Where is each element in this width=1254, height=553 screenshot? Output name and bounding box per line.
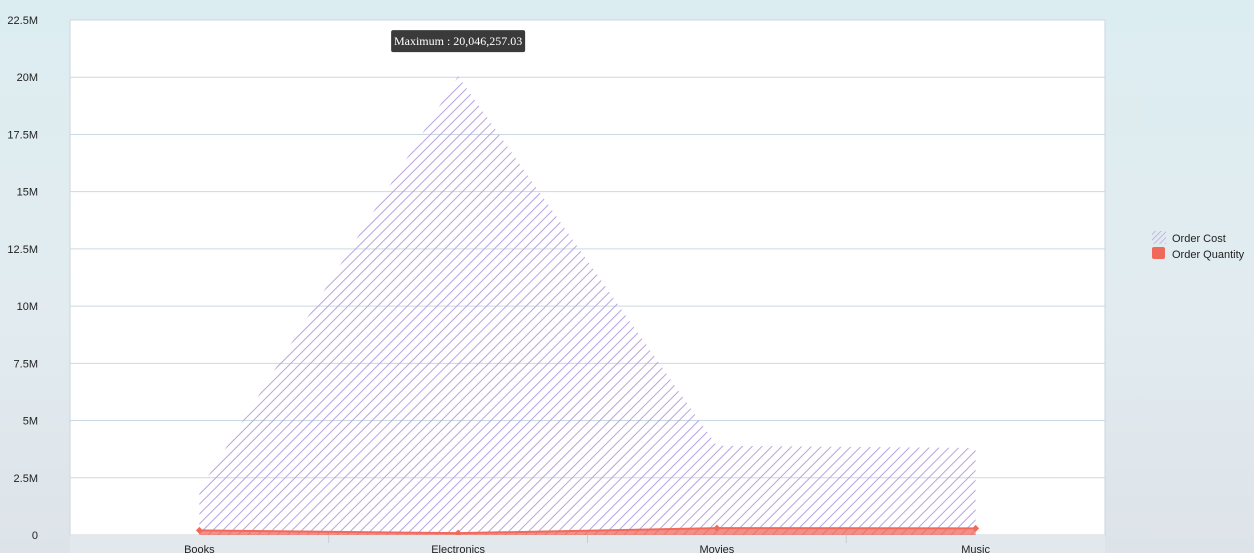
order-quantity-points (195, 524, 980, 537)
y-tick-label: 17.5M (7, 129, 38, 141)
x-axis: Books Electronics Movies Music (70, 535, 1105, 553)
y-tick-label: 2.5M (14, 473, 38, 485)
y-tick-label: 22.5M (7, 15, 38, 27)
y-tick-label: 7.5M (14, 358, 38, 370)
series-layer (195, 76, 980, 537)
y-axis: 0 2.5M 5M 7.5M 10M 12.5M 15M 17.5M 20M 22.5M (7, 15, 38, 542)
x-category-label: Electronics (431, 544, 485, 553)
tooltip-text: Maximum : 20,046,257.03 (394, 34, 522, 48)
y-tick-label: 5M (23, 416, 38, 428)
order-cost-area[interactable] (199, 76, 976, 535)
tooltip-box (391, 30, 526, 53)
order-quantity-point[interactable] (972, 524, 980, 532)
order-quantity-point[interactable] (454, 529, 462, 537)
tooltip: Maximum : 20,046,257.03 (391, 30, 526, 53)
y-tick-label: 10M (17, 301, 38, 313)
order-quantity-point[interactable] (713, 524, 721, 532)
order-quantity-line[interactable] (199, 527, 976, 535)
y-tick-label: 0 (32, 530, 38, 542)
x-category-label: Books (184, 544, 215, 553)
y-tick-label: 12.5M (7, 244, 38, 256)
legend-label-order-cost: Order Cost (1172, 233, 1226, 245)
order-quantity-point[interactable] (195, 526, 203, 534)
legend-item-order-cost[interactable]: Order Cost (1152, 231, 1226, 245)
legend-item-order-quantity[interactable]: Order Quantity (1152, 247, 1245, 261)
x-category-label: Movies (699, 544, 734, 553)
order-quantity-swatch (1152, 247, 1165, 259)
legend-label-order-quantity: Order Quantity (1172, 249, 1245, 261)
order-cost-swatch (1152, 231, 1166, 244)
y-tick-label: 15M (17, 187, 38, 199)
x-category-label: Music (961, 544, 990, 553)
legend: Order Cost Order Quantity (1152, 231, 1245, 261)
y-tick-label: 20M (17, 72, 38, 84)
